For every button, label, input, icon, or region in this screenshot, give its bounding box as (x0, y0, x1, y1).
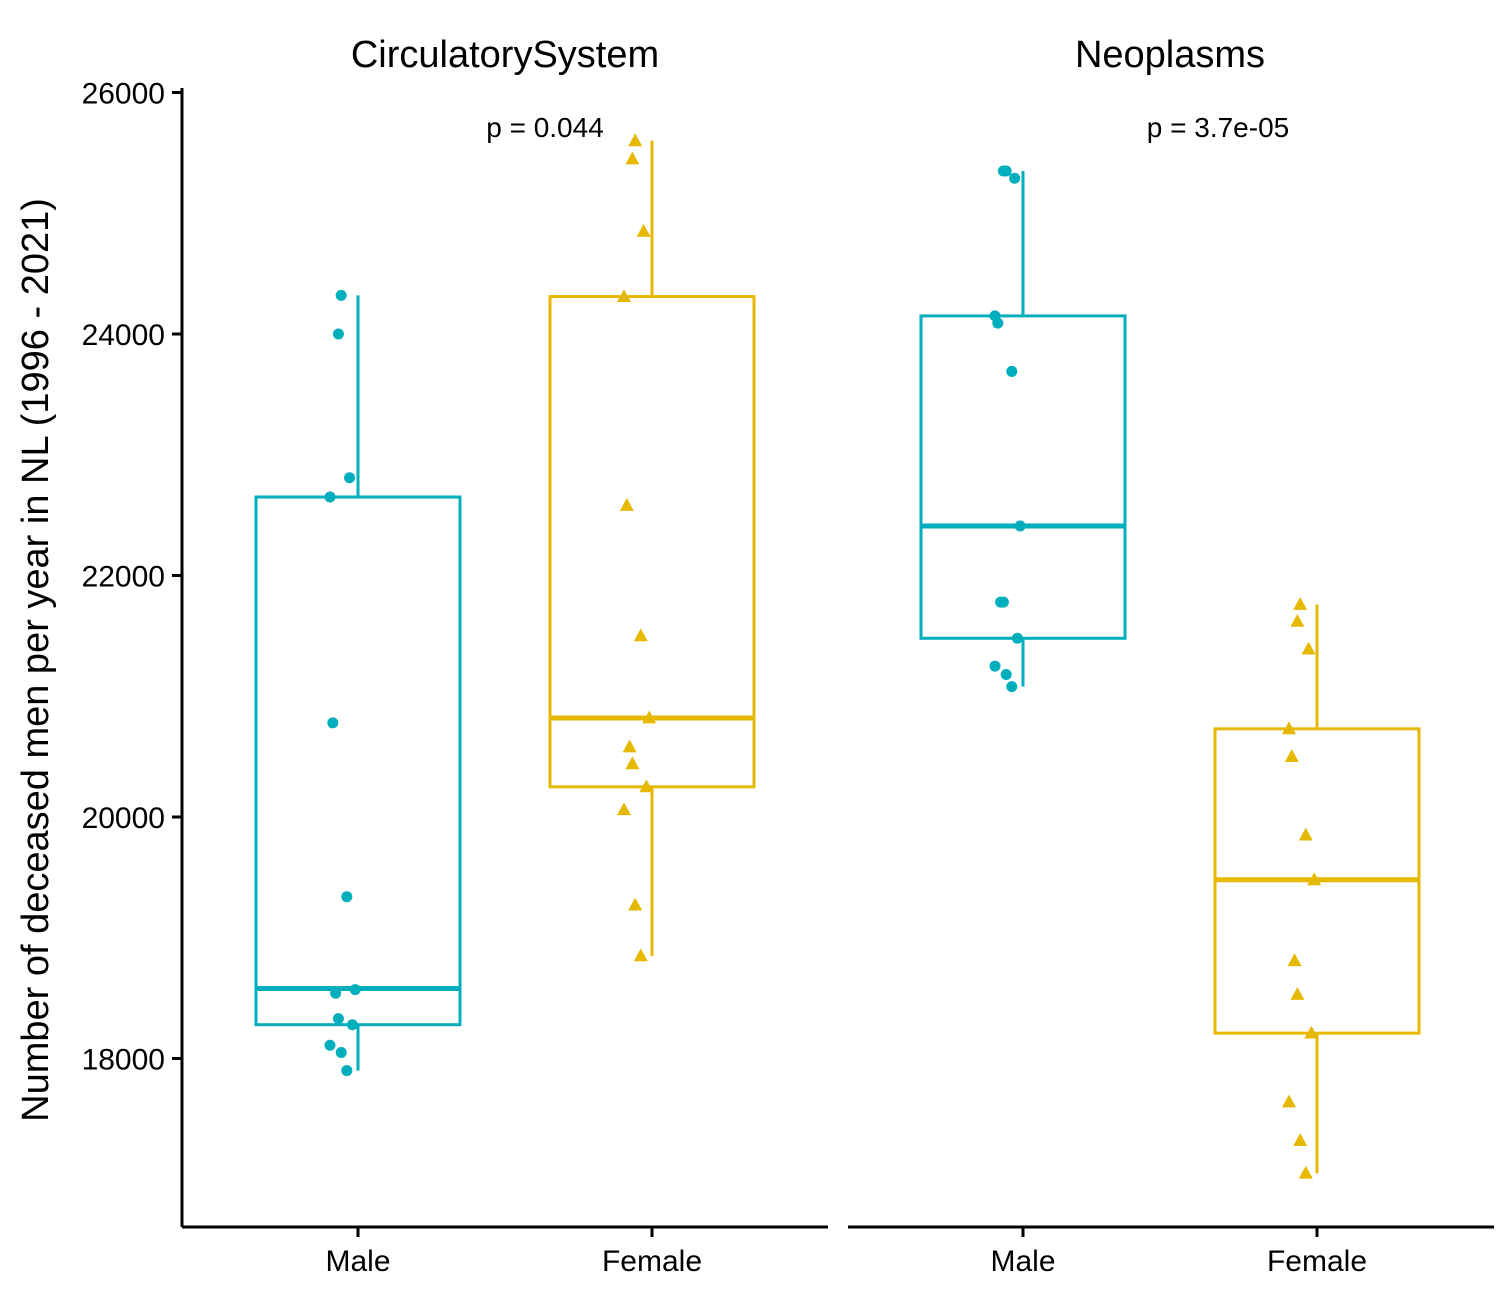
x-tick-label: Female (602, 1245, 702, 1278)
data-point (346, 1019, 358, 1031)
data-point (327, 717, 339, 729)
data-point (636, 223, 651, 237)
data-point (1282, 721, 1296, 735)
data-point (633, 948, 648, 962)
data-point (1290, 987, 1305, 1000)
data-point (324, 491, 336, 503)
data-point (619, 498, 634, 511)
data-point (992, 317, 1004, 329)
data-point (989, 660, 1001, 672)
data-point (1014, 520, 1026, 532)
data-point (1287, 953, 1302, 967)
p-value-label: p = 0.044 (486, 112, 604, 143)
data-point (335, 1046, 347, 1058)
data-point (1006, 365, 1018, 377)
x-tick-label: Male (325, 1245, 390, 1278)
data-point (625, 151, 640, 165)
data-point (628, 133, 643, 147)
y-tick-label: 26000 (82, 78, 165, 111)
y-tick-label: 20000 (82, 802, 165, 835)
data-point (639, 779, 654, 793)
y-tick-label: 18000 (82, 1044, 165, 1077)
data-point (341, 891, 353, 903)
data-point (625, 756, 640, 770)
data-point (617, 802, 631, 816)
data-point (330, 987, 342, 999)
data-point (335, 289, 347, 301)
data-point (628, 897, 643, 911)
data-point (332, 328, 344, 340)
data-point (332, 1013, 344, 1025)
data-point (642, 710, 657, 724)
plot-layer: 18000 20000 22000 24000 26000 p = 0.044 Male Fe… (82, 78, 1494, 1278)
y-tick-label: 22000 (82, 561, 165, 594)
box-iqr (919, 314, 1127, 640)
data-point (1293, 1133, 1308, 1147)
box-iqr (548, 295, 756, 789)
data-point (324, 1039, 336, 1051)
data-point (1009, 172, 1021, 184)
data-point (1000, 669, 1012, 681)
data-point (633, 628, 648, 642)
data-point (1307, 872, 1322, 886)
data-point (997, 596, 1009, 608)
data-point (1301, 641, 1316, 655)
data-point (1304, 1025, 1319, 1039)
panel-title-neoplasms: Neoplasms (1075, 34, 1265, 76)
data-point (1298, 1165, 1313, 1179)
data-point (1282, 1094, 1296, 1108)
data-point (1006, 681, 1018, 693)
data-point (349, 984, 361, 996)
x-tick-label: Male (990, 1245, 1055, 1278)
data-point (617, 289, 631, 302)
y-tick-label: 24000 (82, 319, 165, 352)
data-point (1011, 632, 1023, 644)
data-point (344, 472, 356, 484)
data-point (997, 165, 1009, 177)
data-point (1284, 749, 1299, 763)
data-point (341, 1065, 353, 1077)
p-value-label: p = 3.7e-05 (1147, 112, 1289, 143)
data-point (1293, 597, 1308, 610)
box-iqr (254, 495, 462, 1027)
data-point (622, 739, 637, 753)
x-tick-label: Female (1267, 1245, 1367, 1278)
panel-title-circulatory: CirculatorySystem (351, 34, 659, 76)
data-point (1290, 613, 1305, 627)
y-axis-title: Number of deceased men per year in NL (1… (15, 198, 57, 1122)
data-point (1298, 827, 1313, 841)
